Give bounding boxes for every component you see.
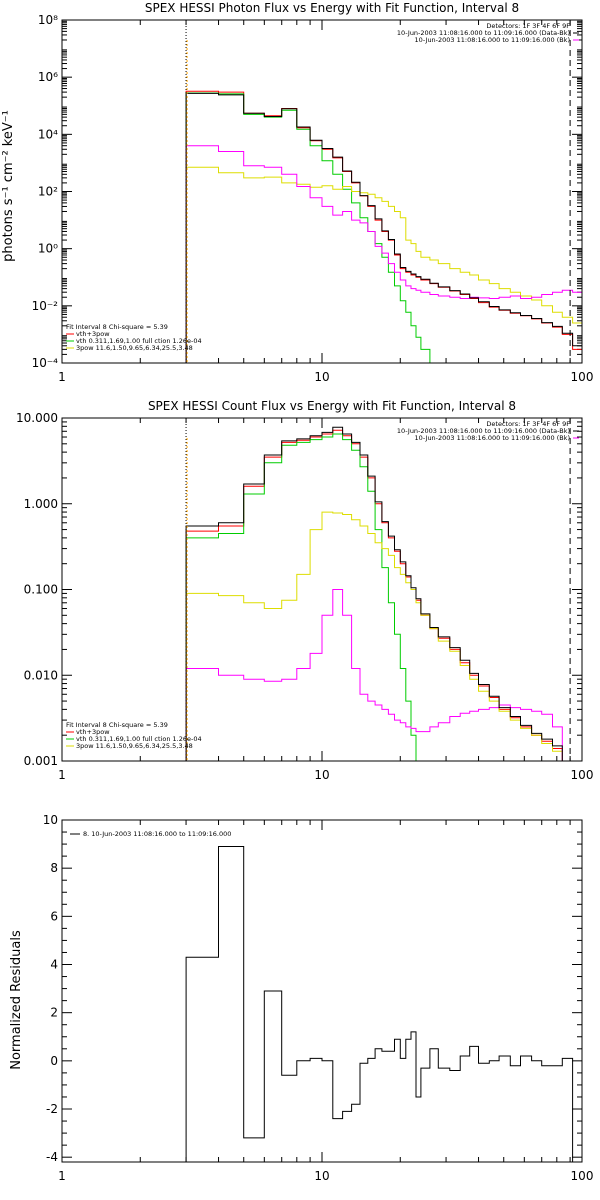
y-tick-label: 2 [50, 1006, 58, 1020]
x-tick-label: 100 [571, 1169, 594, 1183]
y-tick-label: 4 [50, 958, 58, 972]
series-data-line [185, 426, 573, 762]
residuals-ticks: 1 10 100 -4 -2 0 2 4 6 8 10 [43, 813, 594, 1183]
y-tick-label: 10⁸ [38, 13, 58, 27]
info-line: 10-Jun-2003 11:08:16.000 to 11:09:16.000… [397, 29, 570, 37]
y-tick-label: 0.100 [24, 583, 58, 597]
count-flux-axes-frame [61, 417, 583, 762]
count-flux-ticks: 1 10 100 0.001 0.010 0.100 1.000 10.000 [16, 411, 593, 782]
legend-entry: vth+3pow [76, 728, 110, 736]
y-tick-label: 10⁶ [38, 70, 58, 84]
y-tick-label: 10.000 [16, 411, 58, 425]
count-flux-series [185, 426, 573, 762]
count-flux-legend: Fit Interval 8 Chi-square = 5.39vth+3pow… [66, 721, 202, 750]
photon-flux-title: SPEX HESSI Photon Flux vs Energy with Fi… [145, 1, 519, 15]
legend-entry: vth 0.311,1.69,1.00 full ction 1.26e-04 [76, 735, 202, 743]
x-tick-label: 10 [314, 1169, 329, 1183]
photon-flux-panel: SPEX HESSI Photon Flux vs Energy with Fi… [1, 1, 593, 384]
residuals-series [185, 846, 574, 1162]
x-tick-label: 10 [314, 370, 329, 384]
series-background-line [185, 145, 583, 363]
x-tick-label: 10 [314, 768, 329, 782]
residuals-legend: 8. 10-Jun-2003 11:08:16.000 to 11:09:16.… [70, 830, 231, 838]
y-tick-label: 0.010 [24, 668, 58, 682]
count-flux-title: SPEX HESSI Count Flux vs Energy with Fit… [148, 399, 516, 413]
residuals-panel: 1 10 100 -4 -2 0 2 4 6 8 10 Normalized Residuals 8… [9, 813, 593, 1183]
legend-entry: 8. 10-Jun-2003 11:08:16.000 to 11:09:16.… [83, 830, 231, 838]
series-nonthermal-line [185, 166, 583, 363]
y-tick-label: 1.000 [24, 497, 58, 511]
photon-flux-ticks: 1 10 100 10⁻⁴ 10⁻² 10⁰ 10² 10⁴ 10⁶ 10⁸ [32, 13, 594, 384]
x-tick-label: 100 [571, 768, 594, 782]
info-line: Detectors: 1F 3F 4F 6F 9F [486, 22, 570, 30]
residuals-axes-frame [61, 819, 583, 1163]
count-flux-markers [185, 418, 571, 761]
photon-flux-series [185, 90, 583, 364]
x-tick-label: 1 [58, 370, 66, 384]
y-tick-label: 6 [50, 909, 58, 923]
series-data-line [185, 846, 574, 1162]
y-tick-label: -4 [46, 1150, 58, 1164]
photon-flux-axes-frame [61, 19, 583, 364]
residuals-ylabel: Normalized Residuals [9, 930, 24, 1070]
legend-entry: 3pow 11.6,1.50,9.65,6.34,25.5,3.48 [76, 344, 193, 352]
y-tick-label: 10⁻² [32, 299, 59, 313]
y-tick-label: 0.001 [24, 754, 58, 768]
legend-entry: vth+3pow [76, 330, 110, 338]
legend-entry: vth 0.311,1.69,1.00 full ction 1.26e-04 [76, 337, 202, 345]
y-tick-label: 10⁻⁴ [32, 356, 59, 370]
y-tick-label: -2 [46, 1102, 58, 1116]
x-tick-label: 1 [58, 1169, 66, 1183]
series-background-line [185, 589, 573, 762]
y-tick-label: 10⁰ [38, 242, 58, 256]
x-tick-label: 100 [571, 370, 594, 384]
legend-entry: Fit Interval 8 Chi-square = 5.39 [66, 323, 168, 331]
count-flux-panel: SPEX HESSI Count Flux vs Energy with Fit… [16, 399, 593, 782]
legend-entry: 3pow 11.6,1.50,9.65,6.34,25.5,3.48 [76, 742, 193, 750]
y-tick-label: 0 [50, 1054, 58, 1068]
photon-flux-legend: Fit Interval 8 Chi-square = 5.39vth+3pow… [66, 323, 202, 352]
legend-entry: Fit Interval 8 Chi-square = 5.39 [66, 721, 168, 729]
photon-flux-ylabel: photons s⁻¹ cm⁻² keV⁻¹ [1, 110, 16, 262]
info-line: 10-Jun-2003 11:08:16.000 to 11:09:16.000… [397, 427, 570, 435]
y-tick-label: 10² [38, 185, 58, 199]
info-line: Detectors: 1F 3F 4F 6F 9F [486, 420, 570, 428]
series-data-line [185, 92, 583, 363]
photon-flux-markers [185, 20, 571, 363]
y-tick-label: 10 [43, 813, 58, 827]
y-tick-label: 10⁴ [38, 127, 58, 141]
info-line: 10-Jun-2003 11:08:16.000 to 11:09:16.000… [415, 434, 570, 442]
y-tick-label: 8 [50, 861, 58, 875]
x-tick-label: 1 [58, 768, 66, 782]
info-line: 10-Jun-2003 11:08:16.000 to 11:09:16.000… [415, 36, 570, 44]
